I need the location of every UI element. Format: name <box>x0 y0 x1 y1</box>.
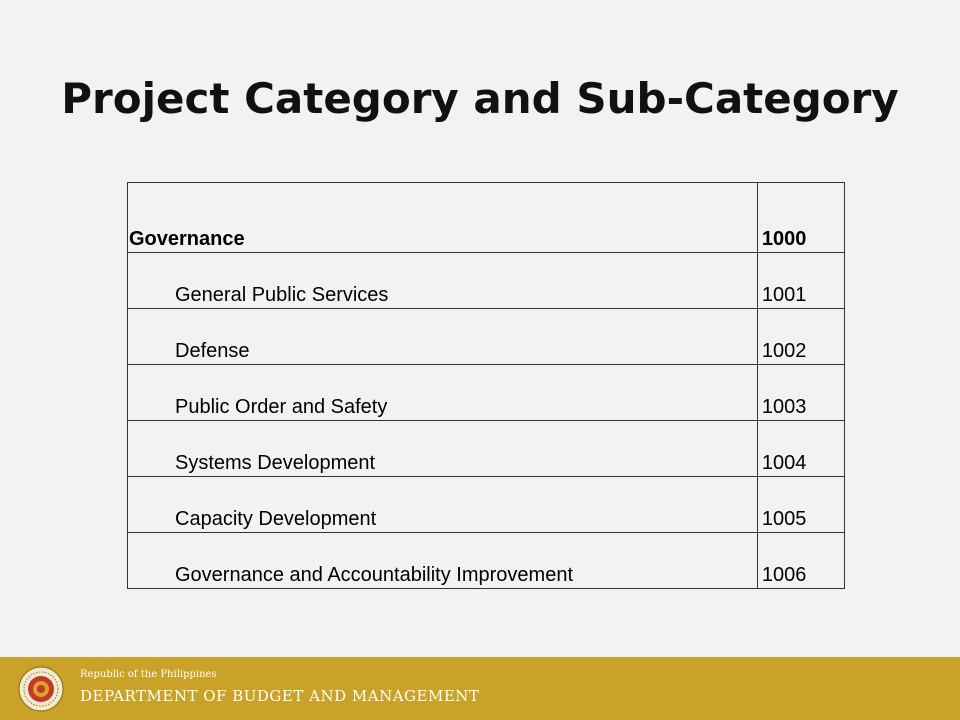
dbm-seal-icon <box>18 666 64 712</box>
subcategory-code-cell: 1004 <box>756 420 846 477</box>
footer-bar: Republic of the Philippines DEPARTMENT O… <box>0 657 960 720</box>
subcategory-name-cell: Systems Development <box>127 420 758 477</box>
table-row: Capacity Development 1005 <box>127 476 846 533</box>
table-row: Systems Development 1004 <box>127 420 846 477</box>
subcategory-name-cell: Public Order and Safety <box>127 364 758 421</box>
footer-subtitle: Republic of the Philippines <box>80 669 217 680</box>
subcategory-code-cell: 1003 <box>756 364 846 421</box>
subcategory-code-cell: 1006 <box>756 532 846 589</box>
category-code-cell: 1000 <box>756 182 846 253</box>
category-name-cell: Governance <box>127 182 758 253</box>
subcategory-name-cell: General Public Services <box>127 252 758 309</box>
footer-agency-name: DEPARTMENT OF BUDGET AND MANAGEMENT <box>80 687 480 705</box>
table-row: Governance and Accountability Improvemen… <box>127 532 846 589</box>
slide-title: Project Category and Sub-Category <box>61 74 899 123</box>
table-row: Defense 1002 <box>127 308 846 365</box>
subcategory-code-cell: 1001 <box>756 252 846 309</box>
subcategory-name-cell: Capacity Development <box>127 476 758 533</box>
subcategory-name-cell: Defense <box>127 308 758 365</box>
table-row: Public Order and Safety 1003 <box>127 364 846 421</box>
table-header-row: Governance 1000 <box>127 182 846 253</box>
subcategory-code-cell: 1005 <box>756 476 846 533</box>
table-row: General Public Services 1001 <box>127 252 846 309</box>
subcategory-name-cell: Governance and Accountability Improvemen… <box>127 532 758 589</box>
subcategory-code-cell: 1002 <box>756 308 846 365</box>
category-table: Governance 1000 General Public Services … <box>127 182 846 589</box>
